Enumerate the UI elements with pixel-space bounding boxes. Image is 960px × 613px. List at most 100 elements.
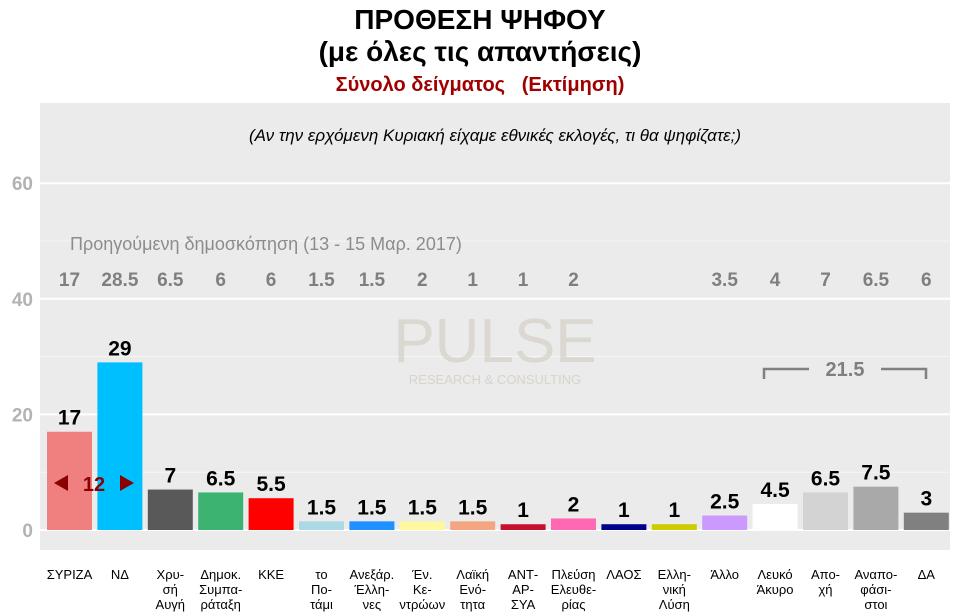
right-arrow-icon [120, 475, 134, 491]
value-label: 1 [668, 499, 680, 522]
category-label: ΔΑ [918, 567, 936, 582]
category-label: Ενό- [459, 582, 486, 597]
bar [853, 486, 899, 530]
bar [601, 524, 647, 530]
value-label: 7.5 [861, 462, 891, 485]
watermark-subtitle: RESEARCH & CONSULTING [409, 372, 581, 387]
previous-value-label: 6.5 [863, 270, 890, 291]
category-label: Κε- [413, 582, 432, 597]
bar [147, 489, 193, 530]
category-label: νική [663, 582, 686, 597]
bar [651, 524, 697, 530]
value-label: 5.5 [256, 473, 286, 496]
previous-value-label: 1 [518, 270, 529, 291]
category-label: νες [363, 597, 382, 612]
value-label: 2.5 [710, 491, 740, 514]
group-bracket-left [762, 367, 809, 379]
bar [702, 515, 748, 530]
value-label: 1 [618, 499, 630, 522]
category-label: Δημοκ. [200, 567, 241, 582]
category-label: ΑΡ- [512, 582, 534, 597]
category-label: Λαϊκή [456, 567, 489, 582]
bar [551, 518, 596, 530]
category-label: Έλλη- [354, 582, 390, 597]
value-label: 1.5 [408, 496, 438, 519]
y-tick-label: 0 [22, 521, 33, 542]
value-label: 29 [108, 337, 131, 360]
category-label: ρίας [561, 597, 585, 612]
previous-value-label: 1.5 [359, 270, 386, 291]
y-tick-label: 60 [12, 174, 33, 195]
y-tick-label: 40 [12, 290, 33, 311]
bar [97, 362, 143, 530]
category-label: ΝΔ [111, 567, 129, 582]
category-label: ΚΚΕ [258, 567, 284, 582]
bar [399, 521, 445, 530]
category-label: στοι [864, 597, 887, 612]
previous-value-label: 28.5 [101, 270, 138, 291]
category-label: χή [818, 582, 832, 597]
category-label: Άλλο [710, 567, 739, 582]
watermark-logo: PULSE [393, 307, 596, 376]
category-label: Χρυ- [157, 567, 185, 582]
category-label: Αναπο- [855, 567, 898, 582]
value-label: 2 [568, 493, 580, 516]
category-label: Ελευθε- [551, 582, 596, 597]
value-label: 1 [517, 499, 529, 522]
plot-panel [40, 103, 950, 550]
category-label: φάσι- [860, 582, 891, 597]
previous-value-label: 4 [770, 270, 781, 291]
category-label: Λευκό [758, 567, 793, 582]
category-label: Πλεύση [551, 567, 595, 582]
previous-value-label: 6 [215, 270, 226, 291]
category-label: Ελλη- [658, 567, 691, 582]
category-label: Έν. [411, 567, 432, 582]
value-label: 1.5 [458, 496, 488, 519]
category-label: το [315, 567, 327, 582]
bar [198, 492, 244, 530]
previous-value-label: 3.5 [711, 270, 738, 291]
previous-value-label: 2 [568, 270, 579, 291]
left-arrow-icon [54, 475, 68, 491]
value-label: 3 [920, 488, 932, 511]
value-label: 4.5 [760, 479, 790, 502]
value-label: 7 [164, 465, 176, 488]
previous-value-label: 1 [467, 270, 478, 291]
previous-value-label: 6 [921, 270, 932, 291]
previous-value-label: 6.5 [157, 270, 184, 291]
category-label: Ανεξάρ. [350, 567, 395, 582]
bar [450, 521, 496, 530]
previous-value-label: 17 [59, 270, 80, 291]
y-tick-label: 20 [12, 405, 33, 426]
lead-annotation-value: 12 [83, 474, 105, 496]
category-label: Απο- [811, 567, 840, 582]
bar [500, 524, 546, 530]
previous-value-label: 2 [417, 270, 428, 291]
previous-value-label: 7 [820, 270, 831, 291]
previous-poll-label: Προηγούμενη δημοσκόπηση (13 - 15 Μαρ. 20… [70, 234, 462, 254]
category-label: ΣΥΡΙΖΑ [47, 567, 93, 582]
category-label: ντρώων [399, 597, 445, 612]
value-label: 1.5 [357, 496, 387, 519]
previous-value-label: 6 [266, 270, 277, 291]
bar [752, 503, 798, 530]
category-label: τάμι [310, 597, 333, 612]
category-label: Πο- [311, 582, 332, 597]
previous-value-label: 1.5 [308, 270, 335, 291]
chart-title: ΠΡΟΘΕΣΗ ΨΗΦΟΥ [354, 4, 606, 35]
value-label: 1.5 [307, 496, 337, 519]
category-label: ΣΥΑ [511, 597, 536, 612]
category-label: Άκυρο [757, 582, 794, 597]
value-label: 17 [58, 407, 81, 430]
category-label: τητα [460, 597, 485, 612]
chart-subtitle: Σύνολο δείγματος (Εκτίμηση) [335, 74, 625, 96]
value-label: 6.5 [811, 467, 841, 490]
category-label: Συμπα- [199, 582, 242, 597]
category-label: ράταξη [200, 597, 240, 612]
question-text: (Αν την ερχόμενη Κυριακή είχαμε εθνικές … [249, 126, 741, 145]
value-label: 6.5 [206, 467, 236, 490]
bar [248, 498, 294, 530]
category-label: σή [163, 582, 178, 597]
category-label: Λύση [659, 597, 690, 612]
